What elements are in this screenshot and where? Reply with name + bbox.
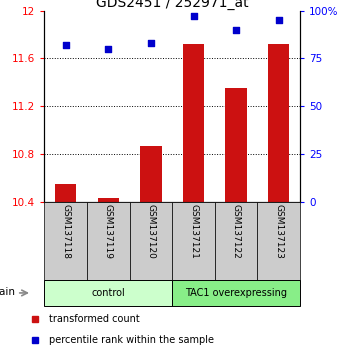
Text: GSM137123: GSM137123 <box>274 204 283 259</box>
Bar <box>215 202 257 280</box>
Text: percentile rank within the sample: percentile rank within the sample <box>49 335 214 345</box>
Bar <box>172 202 215 280</box>
Text: transformed count: transformed count <box>49 314 140 324</box>
Bar <box>130 202 172 280</box>
Point <box>191 13 196 19</box>
Title: GDS2451 / 252971_at: GDS2451 / 252971_at <box>96 0 249 10</box>
Point <box>148 40 153 46</box>
Text: GSM137118: GSM137118 <box>61 204 70 259</box>
Text: TAC1 overexpressing: TAC1 overexpressing <box>185 288 287 298</box>
Text: GSM137122: GSM137122 <box>232 204 241 259</box>
Text: GSM137121: GSM137121 <box>189 204 198 259</box>
Text: strain: strain <box>0 287 15 297</box>
Bar <box>268 44 290 202</box>
Bar <box>98 198 119 202</box>
Point <box>63 42 68 48</box>
Point <box>276 17 282 23</box>
Bar <box>55 184 76 202</box>
Text: control: control <box>91 288 125 298</box>
Bar <box>225 88 247 202</box>
Bar <box>44 280 172 306</box>
Bar <box>44 202 87 280</box>
Point <box>233 27 239 33</box>
Bar <box>257 202 300 280</box>
Point <box>106 46 111 52</box>
Bar <box>172 280 300 306</box>
Text: GSM137119: GSM137119 <box>104 204 113 259</box>
Bar <box>140 145 162 202</box>
Text: GSM137120: GSM137120 <box>146 204 155 259</box>
Bar <box>183 44 204 202</box>
Bar <box>87 202 130 280</box>
